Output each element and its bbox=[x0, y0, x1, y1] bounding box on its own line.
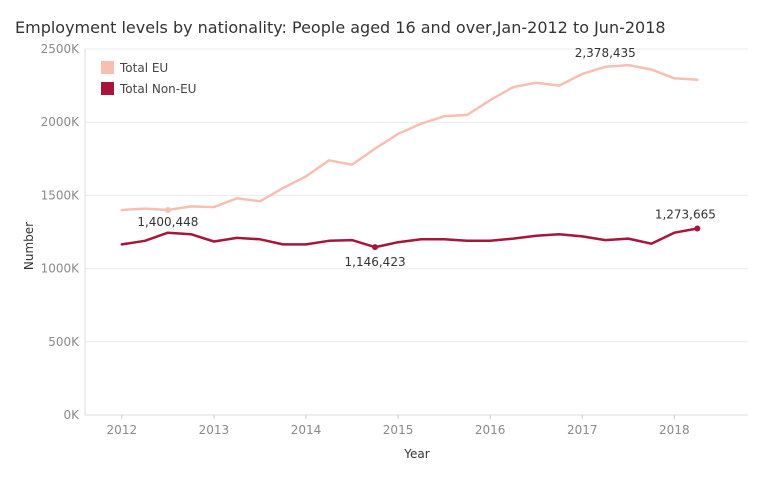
data-point-marker[interactable] bbox=[372, 244, 379, 251]
y-tick-label: 1000K bbox=[41, 262, 81, 276]
x-tick-label: 2013 bbox=[199, 423, 230, 437]
x-tick-label: 2015 bbox=[383, 423, 414, 437]
y-tick-label: 2500K bbox=[41, 42, 81, 56]
x-tick-label: 2017 bbox=[567, 423, 598, 437]
marker-layer: 1,400,448 2,378,435 1,146,423 1,273,665 bbox=[137, 46, 716, 269]
chart-title: Employment levels by nationality: People… bbox=[15, 18, 666, 37]
x-tick-label: 2016 bbox=[475, 423, 506, 437]
series-layer bbox=[120, 63, 699, 249]
legend-swatch bbox=[101, 82, 114, 95]
x-tick-label: 2014 bbox=[291, 423, 322, 437]
y-axis-title: Number bbox=[22, 222, 36, 270]
data-point-marker[interactable] bbox=[164, 206, 171, 213]
data-label: 1,273,665 bbox=[655, 208, 716, 222]
data-label: 2,378,435 bbox=[575, 46, 636, 60]
x-tick-label: 2012 bbox=[107, 423, 138, 437]
y-tick-label: 2000K bbox=[41, 115, 81, 129]
legend-label: Total EU bbox=[119, 61, 168, 75]
axes-layer: 0K 500K 1000K 1500K 2000K 2500K 2012 2013 2014 20… bbox=[41, 42, 748, 437]
x-axis-title: Year bbox=[403, 447, 429, 461]
data-point-marker[interactable] bbox=[694, 225, 701, 232]
legend-item-total-non-eu[interactable]: Total Non-EU bbox=[101, 82, 196, 96]
legend-item-total-eu[interactable]: Total EU bbox=[101, 61, 168, 75]
data-label: 1,146,423 bbox=[345, 255, 406, 269]
y-tick-label: 1500K bbox=[41, 188, 81, 202]
grid-layer bbox=[85, 48, 748, 343]
x-tick-label: 2018 bbox=[659, 423, 690, 437]
legend-swatch bbox=[101, 61, 114, 74]
legend[interactable]: Total EU Total Non-EU bbox=[101, 61, 196, 96]
data-label: 1,400,448 bbox=[137, 215, 198, 229]
series-line-total-eu[interactable] bbox=[120, 63, 699, 212]
legend-label: Total Non-EU bbox=[119, 82, 196, 96]
series-line-total-non-eu[interactable] bbox=[120, 227, 699, 249]
y-tick-label: 500K bbox=[48, 335, 80, 349]
y-tick-label: 0K bbox=[63, 408, 80, 422]
